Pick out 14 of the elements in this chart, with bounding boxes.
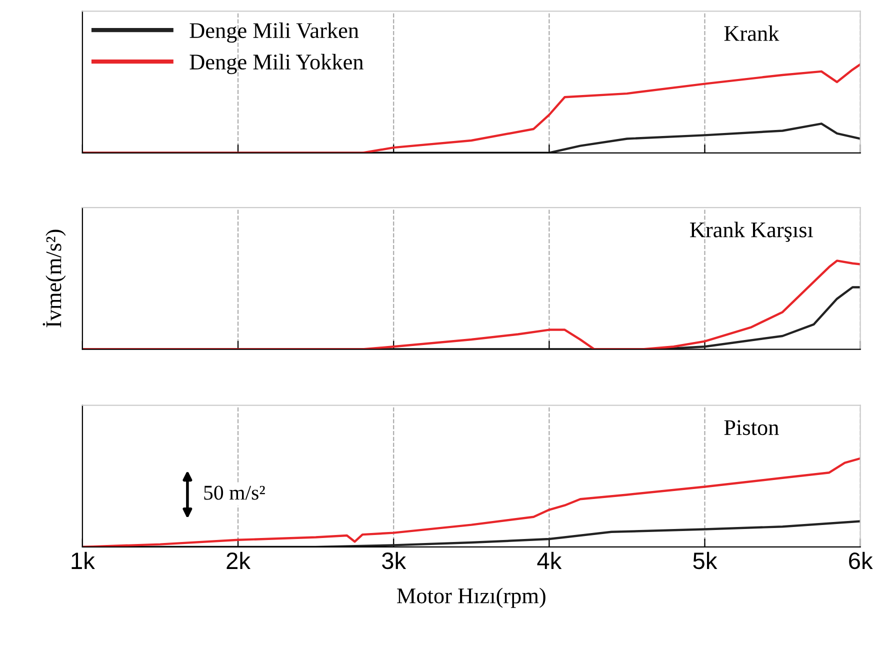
x-tick-label: 6k <box>849 552 873 570</box>
x-tick-label: 5k <box>693 552 718 570</box>
x-tick-label: 1k <box>72 552 95 569</box>
x-tick-label: 3k <box>382 552 406 570</box>
y-axis-title: İvme(m/s²) <box>42 230 66 328</box>
chart-title: Krank <box>724 25 780 42</box>
x-tick-label: 2k <box>226 552 251 569</box>
annotation: 50 m/s² <box>204 486 265 500</box>
x-tick-label: 4k <box>537 552 562 569</box>
legend-label: Denge Mili Yokken <box>190 54 364 74</box>
x-axis-title: Motor Hızı(rpm) <box>397 588 546 608</box>
chart-title: Piston <box>724 420 779 436</box>
legend-label: Denge Mili Varken <box>190 22 359 43</box>
chart-title: Krank Karşısı <box>690 222 814 242</box>
